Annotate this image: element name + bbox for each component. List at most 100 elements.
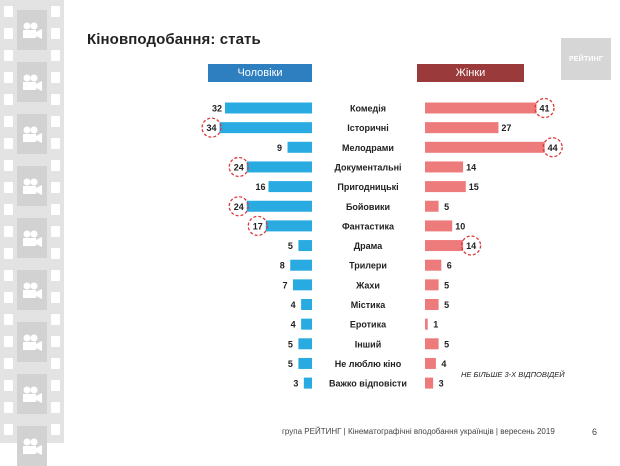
women-value-label: 27 (501, 123, 511, 133)
film-perforation (4, 336, 13, 347)
film-perforation (51, 204, 60, 215)
category-label: Не люблю кіно (335, 359, 402, 369)
film-perforation (51, 424, 60, 435)
women-value-label: 5 (444, 202, 449, 212)
men-value-label: 5 (288, 241, 293, 251)
men-value-label: 5 (288, 359, 293, 369)
movie-camera-icon (23, 334, 42, 351)
men-bar (265, 220, 312, 232)
men-bar (298, 338, 312, 350)
category-label: Містика (351, 300, 386, 310)
film-perforation (4, 138, 13, 149)
category-label: Драма (354, 241, 383, 251)
men-value-label: 17 (253, 221, 263, 231)
film-perforation (4, 204, 13, 215)
category-label: Пригодницькі (337, 182, 398, 192)
men-bar (219, 122, 312, 134)
women-bar (425, 299, 439, 310)
category-label: Інший (355, 339, 382, 349)
women-bar (425, 181, 466, 193)
women-value-label: 5 (444, 300, 449, 310)
men-bar (298, 357, 312, 369)
women-bar (425, 122, 499, 134)
men-value-label: 7 (282, 280, 287, 290)
film-perforation (4, 28, 13, 39)
women-bar (425, 240, 464, 252)
category-label: Трилери (349, 261, 387, 271)
film-perforation (4, 160, 13, 171)
women-value-label: 3 (439, 379, 444, 389)
men-bar (303, 377, 312, 389)
answers-note: НЕ БІЛЬШЕ 3-Х ВІДПОВІДЕЙ (461, 370, 565, 379)
women-bar (425, 318, 428, 330)
highlight-circle (228, 196, 249, 217)
film-perforation (51, 358, 60, 369)
men-value-label: 4 (291, 300, 296, 310)
men-bar (287, 141, 312, 153)
category-label: Мелодрами (342, 143, 394, 153)
men-bar (268, 181, 312, 193)
category-label: Документальні (334, 162, 401, 172)
film-perforation (4, 72, 13, 83)
film-perforation (4, 270, 13, 281)
men-bar (290, 259, 312, 271)
page-title: Кіновподобання: стать (87, 31, 261, 48)
movie-camera-icon (23, 386, 42, 403)
category-label: Історичні (347, 123, 388, 133)
film-perforation (51, 292, 60, 303)
film-perforation (51, 94, 60, 105)
men-value-label: 24 (234, 162, 244, 172)
men-bar (224, 102, 312, 114)
page-number: 6 (592, 427, 598, 437)
film-perforation (51, 226, 60, 237)
men-value-label: 32 (212, 104, 222, 114)
category-label: Еротика (350, 320, 387, 330)
women-value-label: 1 (433, 320, 438, 330)
footer-source: група РЕЙТИНГ | Кінематографічні вподоба… (282, 427, 555, 436)
legend-women: Жінки (417, 64, 524, 82)
legend-men: Чоловіки (208, 64, 312, 82)
women-value-label: 4 (441, 359, 446, 369)
highlight-circle (247, 215, 268, 237)
film-perforation (4, 6, 13, 17)
movie-camera-icon (23, 22, 42, 39)
film-perforation (4, 314, 13, 325)
women-value-label: 5 (444, 280, 449, 290)
women-bar (425, 161, 464, 173)
men-bar (246, 200, 312, 212)
men-value-label: 5 (288, 339, 293, 349)
highlight-circle (542, 137, 563, 158)
movie-camera-icon (23, 178, 42, 195)
men-value-label: 9 (277, 143, 282, 153)
highlight-circle (534, 97, 555, 119)
film-perforation (51, 336, 60, 347)
women-bar (425, 141, 545, 153)
movie-camera-icon (23, 74, 42, 91)
film-perforation (4, 50, 13, 61)
men-bar (301, 318, 312, 330)
film-perforation (51, 50, 60, 61)
women-bar (425, 377, 434, 389)
men-bar (301, 299, 312, 310)
women-value-label: 5 (444, 339, 449, 349)
film-perforation (51, 182, 60, 193)
film-perforation (51, 6, 60, 17)
film-perforation (4, 292, 13, 303)
women-bar (425, 102, 537, 114)
women-bar (425, 279, 439, 291)
men-bar (246, 161, 312, 173)
film-perforation (4, 248, 13, 259)
film-perforation (51, 160, 60, 171)
women-value-label: 6 (447, 261, 452, 271)
film-perforation (51, 72, 60, 83)
category-label: Комедія (350, 104, 386, 114)
category-label: Бойовики (346, 202, 390, 212)
movie-camera-icon (23, 126, 42, 143)
men-bar (292, 279, 312, 291)
film-perforation (4, 380, 13, 391)
film-perforation (51, 270, 60, 281)
men-value-label: 24 (234, 202, 244, 212)
men-value-label: 3 (293, 379, 298, 389)
highlight-circle (228, 156, 249, 178)
film-perforation (51, 314, 60, 325)
